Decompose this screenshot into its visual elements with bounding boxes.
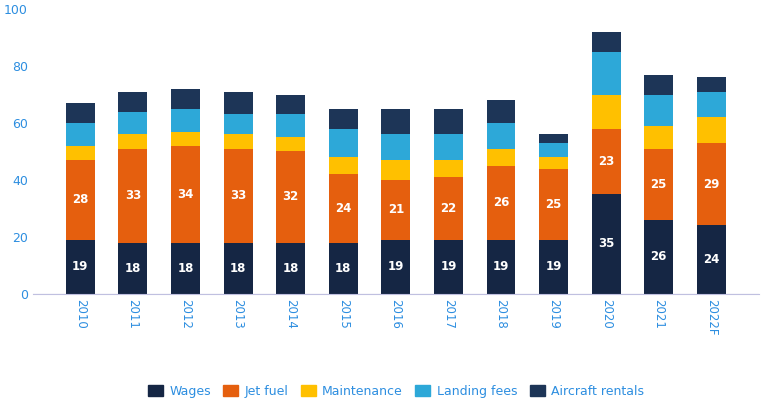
Bar — [539, 169, 568, 239]
Legend: Wages, Jet fuel, Maintenance, Landing fees, Aircraft rentals: Wages, Jet fuel, Maintenance, Landing fe… — [143, 380, 649, 403]
Text: 18: 18 — [282, 262, 299, 275]
Bar — [329, 174, 358, 242]
Bar — [382, 239, 410, 294]
Bar — [644, 75, 673, 95]
Bar — [66, 146, 95, 160]
Text: 34: 34 — [177, 188, 194, 201]
Bar — [487, 123, 516, 149]
Bar — [434, 160, 463, 177]
Bar — [592, 52, 620, 95]
Bar — [276, 115, 305, 137]
Text: 19: 19 — [493, 260, 509, 273]
Bar — [382, 134, 410, 160]
Bar — [487, 100, 516, 123]
Bar — [539, 157, 568, 169]
Text: 24: 24 — [335, 202, 352, 215]
Bar — [592, 95, 620, 129]
Bar — [487, 149, 516, 166]
Text: 29: 29 — [703, 178, 720, 191]
Bar — [118, 149, 147, 242]
Bar — [539, 143, 568, 157]
Bar — [224, 115, 253, 134]
Bar — [382, 109, 410, 134]
Text: 33: 33 — [125, 189, 141, 202]
Text: 23: 23 — [598, 155, 614, 168]
Text: 18: 18 — [177, 262, 194, 275]
Text: 32: 32 — [282, 191, 299, 204]
Bar — [487, 166, 516, 239]
Bar — [487, 239, 516, 294]
Bar — [644, 220, 673, 294]
Text: 19: 19 — [440, 260, 456, 273]
Bar — [276, 242, 305, 294]
Text: 19: 19 — [388, 260, 404, 273]
Bar — [224, 92, 253, 115]
Bar — [592, 32, 620, 52]
Bar — [118, 92, 147, 112]
Bar — [171, 146, 200, 242]
Bar — [644, 149, 673, 220]
Bar — [329, 109, 358, 129]
Bar — [697, 78, 726, 92]
Bar — [434, 134, 463, 160]
Bar — [66, 103, 95, 123]
Text: 25: 25 — [651, 178, 667, 191]
Bar — [434, 239, 463, 294]
Bar — [224, 134, 253, 149]
Bar — [644, 95, 673, 126]
Text: 26: 26 — [493, 196, 509, 209]
Bar — [592, 129, 620, 194]
Bar — [276, 137, 305, 151]
Bar — [171, 89, 200, 109]
Bar — [697, 226, 726, 294]
Bar — [434, 109, 463, 134]
Bar — [329, 129, 358, 157]
Bar — [118, 242, 147, 294]
Bar — [539, 239, 568, 294]
Text: 25: 25 — [546, 197, 562, 211]
Bar — [329, 242, 358, 294]
Text: 35: 35 — [598, 237, 614, 251]
Bar — [382, 180, 410, 239]
Bar — [697, 118, 726, 143]
Text: 28: 28 — [72, 193, 89, 206]
Bar — [118, 112, 147, 134]
Text: 21: 21 — [388, 203, 404, 216]
Bar — [697, 92, 726, 118]
Bar — [66, 160, 95, 239]
Bar — [329, 157, 358, 174]
Bar — [171, 242, 200, 294]
Bar — [539, 134, 568, 143]
Bar — [382, 160, 410, 180]
Text: 33: 33 — [230, 189, 246, 202]
Bar — [224, 242, 253, 294]
Text: 22: 22 — [440, 202, 456, 215]
Bar — [66, 123, 95, 146]
Text: 26: 26 — [651, 250, 667, 263]
Bar — [171, 131, 200, 146]
Bar — [171, 109, 200, 131]
Text: 18: 18 — [125, 262, 141, 275]
Bar — [276, 151, 305, 242]
Bar — [697, 143, 726, 226]
Bar — [66, 239, 95, 294]
Bar — [118, 134, 147, 149]
Bar — [592, 194, 620, 294]
Text: 18: 18 — [230, 262, 246, 275]
Text: 19: 19 — [546, 260, 562, 273]
Text: 19: 19 — [72, 260, 89, 273]
Bar — [644, 126, 673, 149]
Text: 18: 18 — [335, 262, 352, 275]
Text: 24: 24 — [703, 253, 720, 266]
Bar — [224, 149, 253, 242]
Bar — [276, 95, 305, 115]
Bar — [434, 177, 463, 239]
